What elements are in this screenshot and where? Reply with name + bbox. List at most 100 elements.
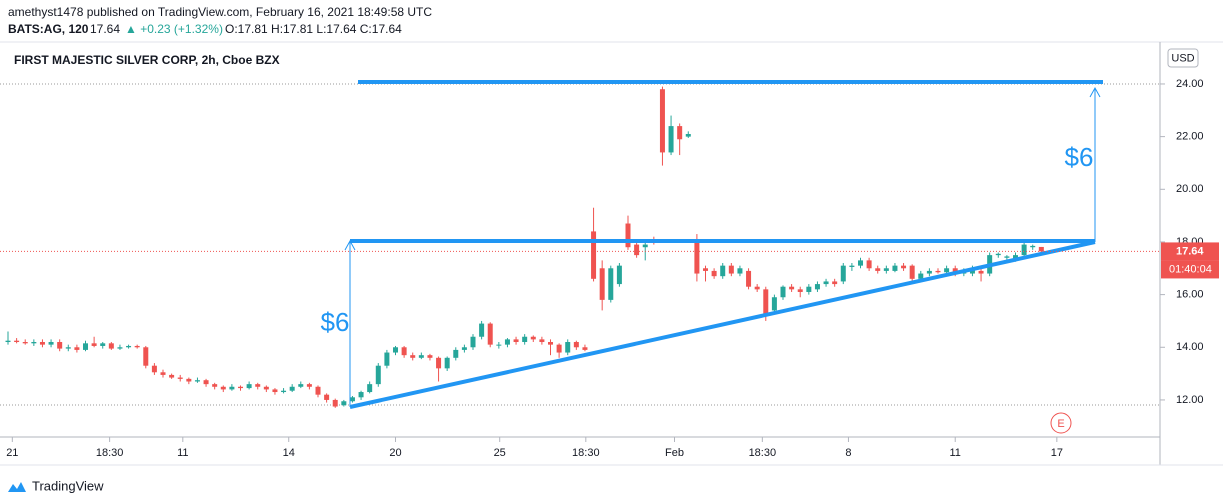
candle-body [763,289,769,316]
candle-body [31,342,37,344]
candle-body [496,344,502,346]
candle-body [530,336,536,340]
candle-body [194,380,200,382]
candle-body [565,342,571,353]
candle-body [737,268,743,274]
candle-body [935,270,941,273]
candle-body [126,345,132,348]
candle-body [108,343,114,349]
candle-body [771,297,777,311]
candle-body [393,347,399,353]
candle-body [229,386,235,390]
candle-body [978,270,984,274]
candle-body [797,289,803,292]
footer-logo [8,482,26,492]
countdown-label: 01:40:04 [1169,263,1212,275]
candle-body [909,265,915,279]
candle-body [901,265,907,269]
x-tick-label: 8 [845,447,851,459]
candle-body [375,365,381,385]
y-tick-label: 12.00 [1176,394,1204,406]
candle-body [677,126,683,140]
y-tick-label: 22.00 [1176,131,1204,143]
currency: USD [1171,52,1194,64]
candle-body [470,336,476,348]
candle-body [358,392,364,398]
candle-body [625,223,631,248]
candle-body [806,286,812,292]
candle-body [57,342,63,349]
candle-body [143,347,149,366]
candle-body [151,365,157,373]
annotation: $6 [1065,142,1094,172]
candle-body [659,89,665,153]
price: 17.64 [90,22,120,36]
candle-body [548,342,554,345]
candle-body [5,340,11,343]
candle-body [220,386,226,390]
candle-body [186,378,192,382]
event-marker[interactable]: E [1057,418,1064,430]
candle-body [263,386,269,390]
candle-body [711,270,717,277]
arrow-head [1089,86,1101,98]
published-line: amethyst1478 published on TradingView.co… [8,5,432,19]
candle-body [875,268,881,271]
candle-body [1038,246,1044,252]
candle-body [642,244,648,248]
x-tick-label: Feb [665,447,684,459]
logo-icon [8,482,26,492]
candle-body [918,273,924,279]
candle-body [74,347,80,350]
symbol: BATS:AG, 120 [8,22,89,36]
candle-body [298,384,304,387]
countdown-box [1161,260,1219,279]
candle-body [814,284,820,290]
x-tick-label: 17 [1051,447,1063,459]
candle-body [995,253,1001,256]
candle-body [453,349,459,358]
candle-body [599,268,605,300]
x-tick-label: 21 [6,447,18,459]
candle-body [823,281,829,285]
candle-body [866,260,872,269]
candle-body [410,355,416,358]
candle-body [436,357,442,369]
candle-body [883,268,889,271]
event-marker-circle[interactable] [1050,412,1072,434]
candle-body [487,323,493,345]
change: ▲ +0.23 (+1.32%) [125,22,223,36]
candle-body [858,260,864,266]
candle-body [134,345,140,348]
candle-body [281,390,287,393]
last-price-box [1161,242,1219,261]
candle-body [255,384,261,387]
candle-body [91,343,97,346]
candle-body [1030,245,1036,248]
candle-body [83,343,89,350]
candle-body [1004,256,1010,258]
ohlc: O:17.81 H:17.81 L:17.64 C:17.64 [225,22,402,36]
candle-body [616,265,622,285]
candle-body [238,386,244,389]
candle-body [780,286,786,298]
candle-body [634,244,640,256]
candle-body [401,347,407,356]
candle-body [720,265,726,277]
candle-body [427,355,433,358]
arrow-head [344,239,356,251]
y-tick-label: 24.00 [1176,78,1204,90]
candle-body [14,340,20,343]
candle-body [703,268,709,271]
candle-body [1021,244,1027,256]
candle-body [272,389,278,393]
x-tick-label: 18:30 [572,447,600,459]
candle-body [944,268,950,273]
candle-body [746,270,752,287]
candle-body [513,339,519,343]
trend-line [349,240,1096,409]
candle-body [539,339,545,343]
candle-body [349,397,355,402]
candle-body [100,343,106,346]
candle-body [246,384,252,389]
